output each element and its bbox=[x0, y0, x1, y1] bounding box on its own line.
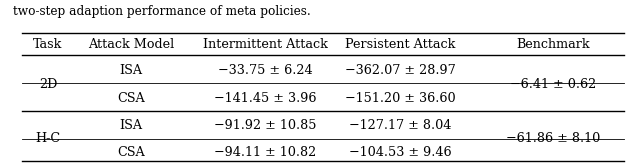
Text: Intermittent Attack: Intermittent Attack bbox=[203, 37, 328, 51]
Text: −33.75 ± 6.24: −33.75 ± 6.24 bbox=[218, 64, 313, 77]
Text: ISA: ISA bbox=[120, 119, 143, 132]
Text: −141.45 ± 3.96: −141.45 ± 3.96 bbox=[214, 92, 317, 105]
Text: ISA: ISA bbox=[120, 64, 143, 77]
Text: −61.86 ± 8.10: −61.86 ± 8.10 bbox=[506, 133, 601, 145]
Text: −127.17 ± 8.04: −127.17 ± 8.04 bbox=[349, 119, 451, 132]
Text: −91.92 ± 10.85: −91.92 ± 10.85 bbox=[214, 119, 317, 132]
Text: Task: Task bbox=[33, 37, 63, 51]
Text: −151.20 ± 36.60: −151.20 ± 36.60 bbox=[345, 92, 455, 105]
Text: Persistent Attack: Persistent Attack bbox=[345, 37, 455, 51]
Text: −94.11 ± 10.82: −94.11 ± 10.82 bbox=[214, 146, 317, 159]
Text: −104.53 ± 9.46: −104.53 ± 9.46 bbox=[349, 146, 451, 159]
Text: −6.41 ± 0.62: −6.41 ± 0.62 bbox=[511, 78, 596, 91]
Text: CSA: CSA bbox=[117, 146, 145, 159]
Text: 2D: 2D bbox=[39, 78, 57, 91]
Text: Benchmark: Benchmark bbox=[516, 37, 591, 51]
Text: Attack Model: Attack Model bbox=[88, 37, 174, 51]
Text: H-C: H-C bbox=[35, 133, 61, 145]
Text: two-step adaption performance of meta policies.: two-step adaption performance of meta po… bbox=[13, 5, 310, 18]
Text: −362.07 ± 28.97: −362.07 ± 28.97 bbox=[344, 64, 456, 77]
Text: CSA: CSA bbox=[117, 92, 145, 105]
